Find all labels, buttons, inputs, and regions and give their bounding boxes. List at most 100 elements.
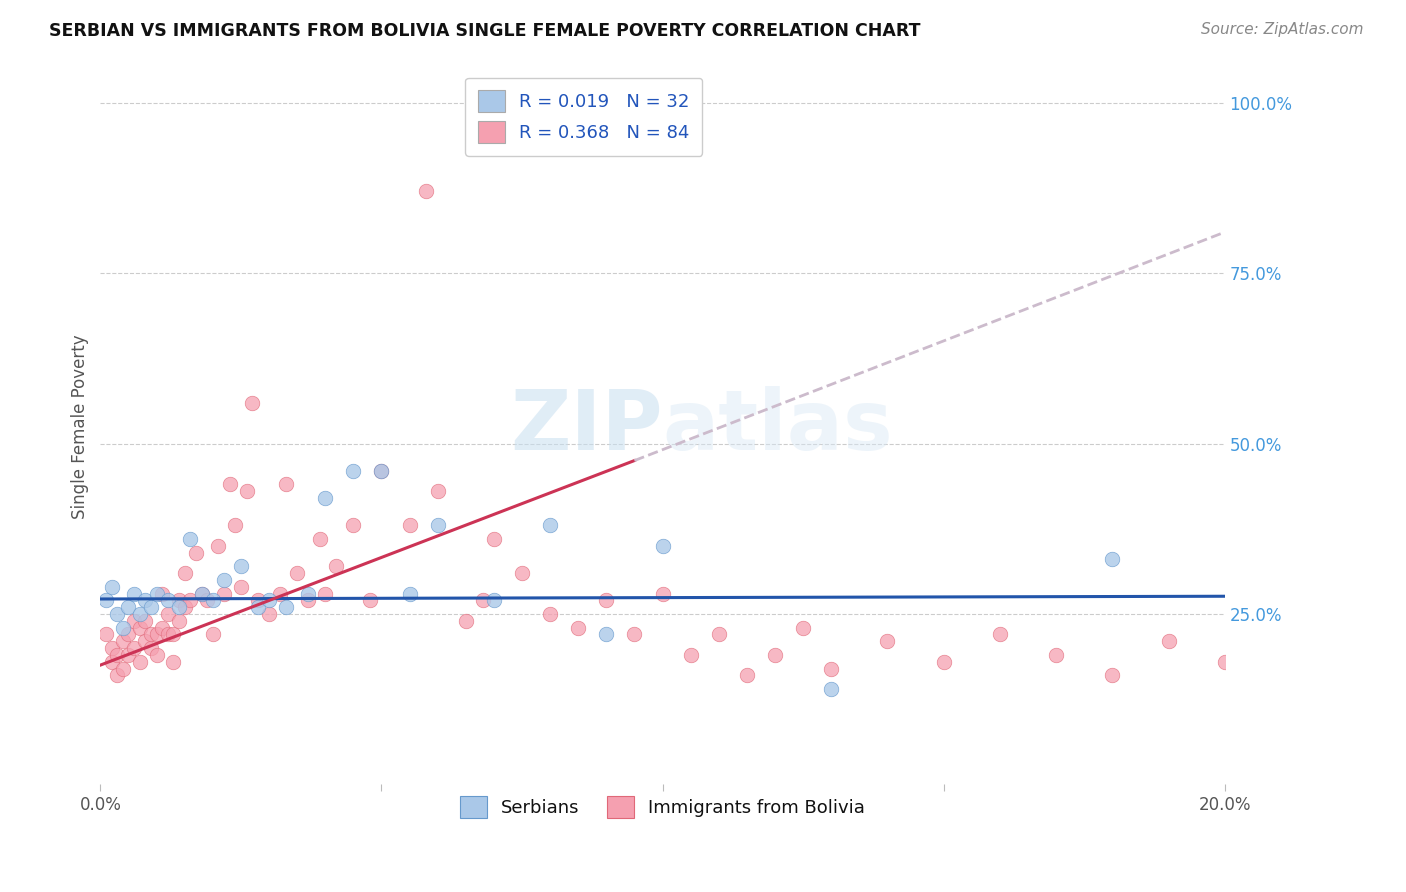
Point [623,627,645,641]
Text: atlas: atlas [662,386,893,467]
Point [162,655,184,669]
Point [94,627,117,641]
Point [1326,648,1348,662]
Point [1382,661,1405,675]
Point [426,484,449,499]
Point [538,607,561,621]
Point [1101,552,1123,566]
Point [145,648,167,662]
Point [1157,634,1180,648]
Point [179,593,201,607]
Point [117,600,139,615]
Point [482,532,505,546]
Point [122,586,145,600]
Point [111,661,134,675]
Point [314,586,336,600]
Point [139,600,162,615]
Point [207,539,229,553]
Point [651,539,673,553]
Point [595,593,617,607]
Y-axis label: Single Female Poverty: Single Female Poverty [72,334,89,519]
Point [482,593,505,607]
Point [201,593,224,607]
Point [122,614,145,628]
Point [538,518,561,533]
Point [184,546,207,560]
Point [285,566,308,580]
Point [792,621,814,635]
Point [763,648,786,662]
Point [145,586,167,600]
Point [988,627,1011,641]
Point [156,627,179,641]
Point [229,580,252,594]
Point [150,621,173,635]
Point [297,593,319,607]
Point [269,586,291,600]
Legend: Serbians, Immigrants from Bolivia: Serbians, Immigrants from Bolivia [453,789,873,825]
Point [257,593,280,607]
Point [156,607,179,621]
Point [94,593,117,607]
Point [117,627,139,641]
Point [139,627,162,641]
Point [510,566,533,580]
Point [167,614,190,628]
Point [246,593,269,607]
Point [105,648,128,662]
Point [240,395,263,409]
Point [235,484,257,499]
Point [128,621,150,635]
Point [190,586,212,600]
Point [1213,655,1236,669]
Point [426,518,449,533]
Point [707,627,730,641]
Point [274,600,297,615]
Point [195,593,218,607]
Point [224,518,246,533]
Point [218,477,240,491]
Point [370,464,392,478]
Point [370,464,392,478]
Point [820,681,842,696]
Point [128,655,150,669]
Point [100,580,122,594]
Point [297,586,319,600]
Point [173,600,195,615]
Point [876,634,898,648]
Point [134,593,156,607]
Point [134,614,156,628]
Point [201,627,224,641]
Point [229,559,252,574]
Point [342,518,364,533]
Point [150,586,173,600]
Point [1270,621,1292,635]
Point [167,593,190,607]
Point [595,627,617,641]
Point [105,607,128,621]
Point [139,641,162,656]
Point [567,621,589,635]
Point [190,586,212,600]
Point [100,655,122,669]
Point [679,648,702,662]
Point [735,668,758,682]
Point [932,655,955,669]
Point [398,586,420,600]
Point [1101,668,1123,682]
Point [111,621,134,635]
Point [398,518,420,533]
Point [651,586,673,600]
Point [162,627,184,641]
Point [308,532,330,546]
Point [173,566,195,580]
Point [117,648,139,662]
Point [454,614,477,628]
Point [179,532,201,546]
Point [342,464,364,478]
Point [314,491,336,505]
Point [246,600,269,615]
Point [134,634,156,648]
Text: ZIP: ZIP [510,386,662,467]
Point [257,607,280,621]
